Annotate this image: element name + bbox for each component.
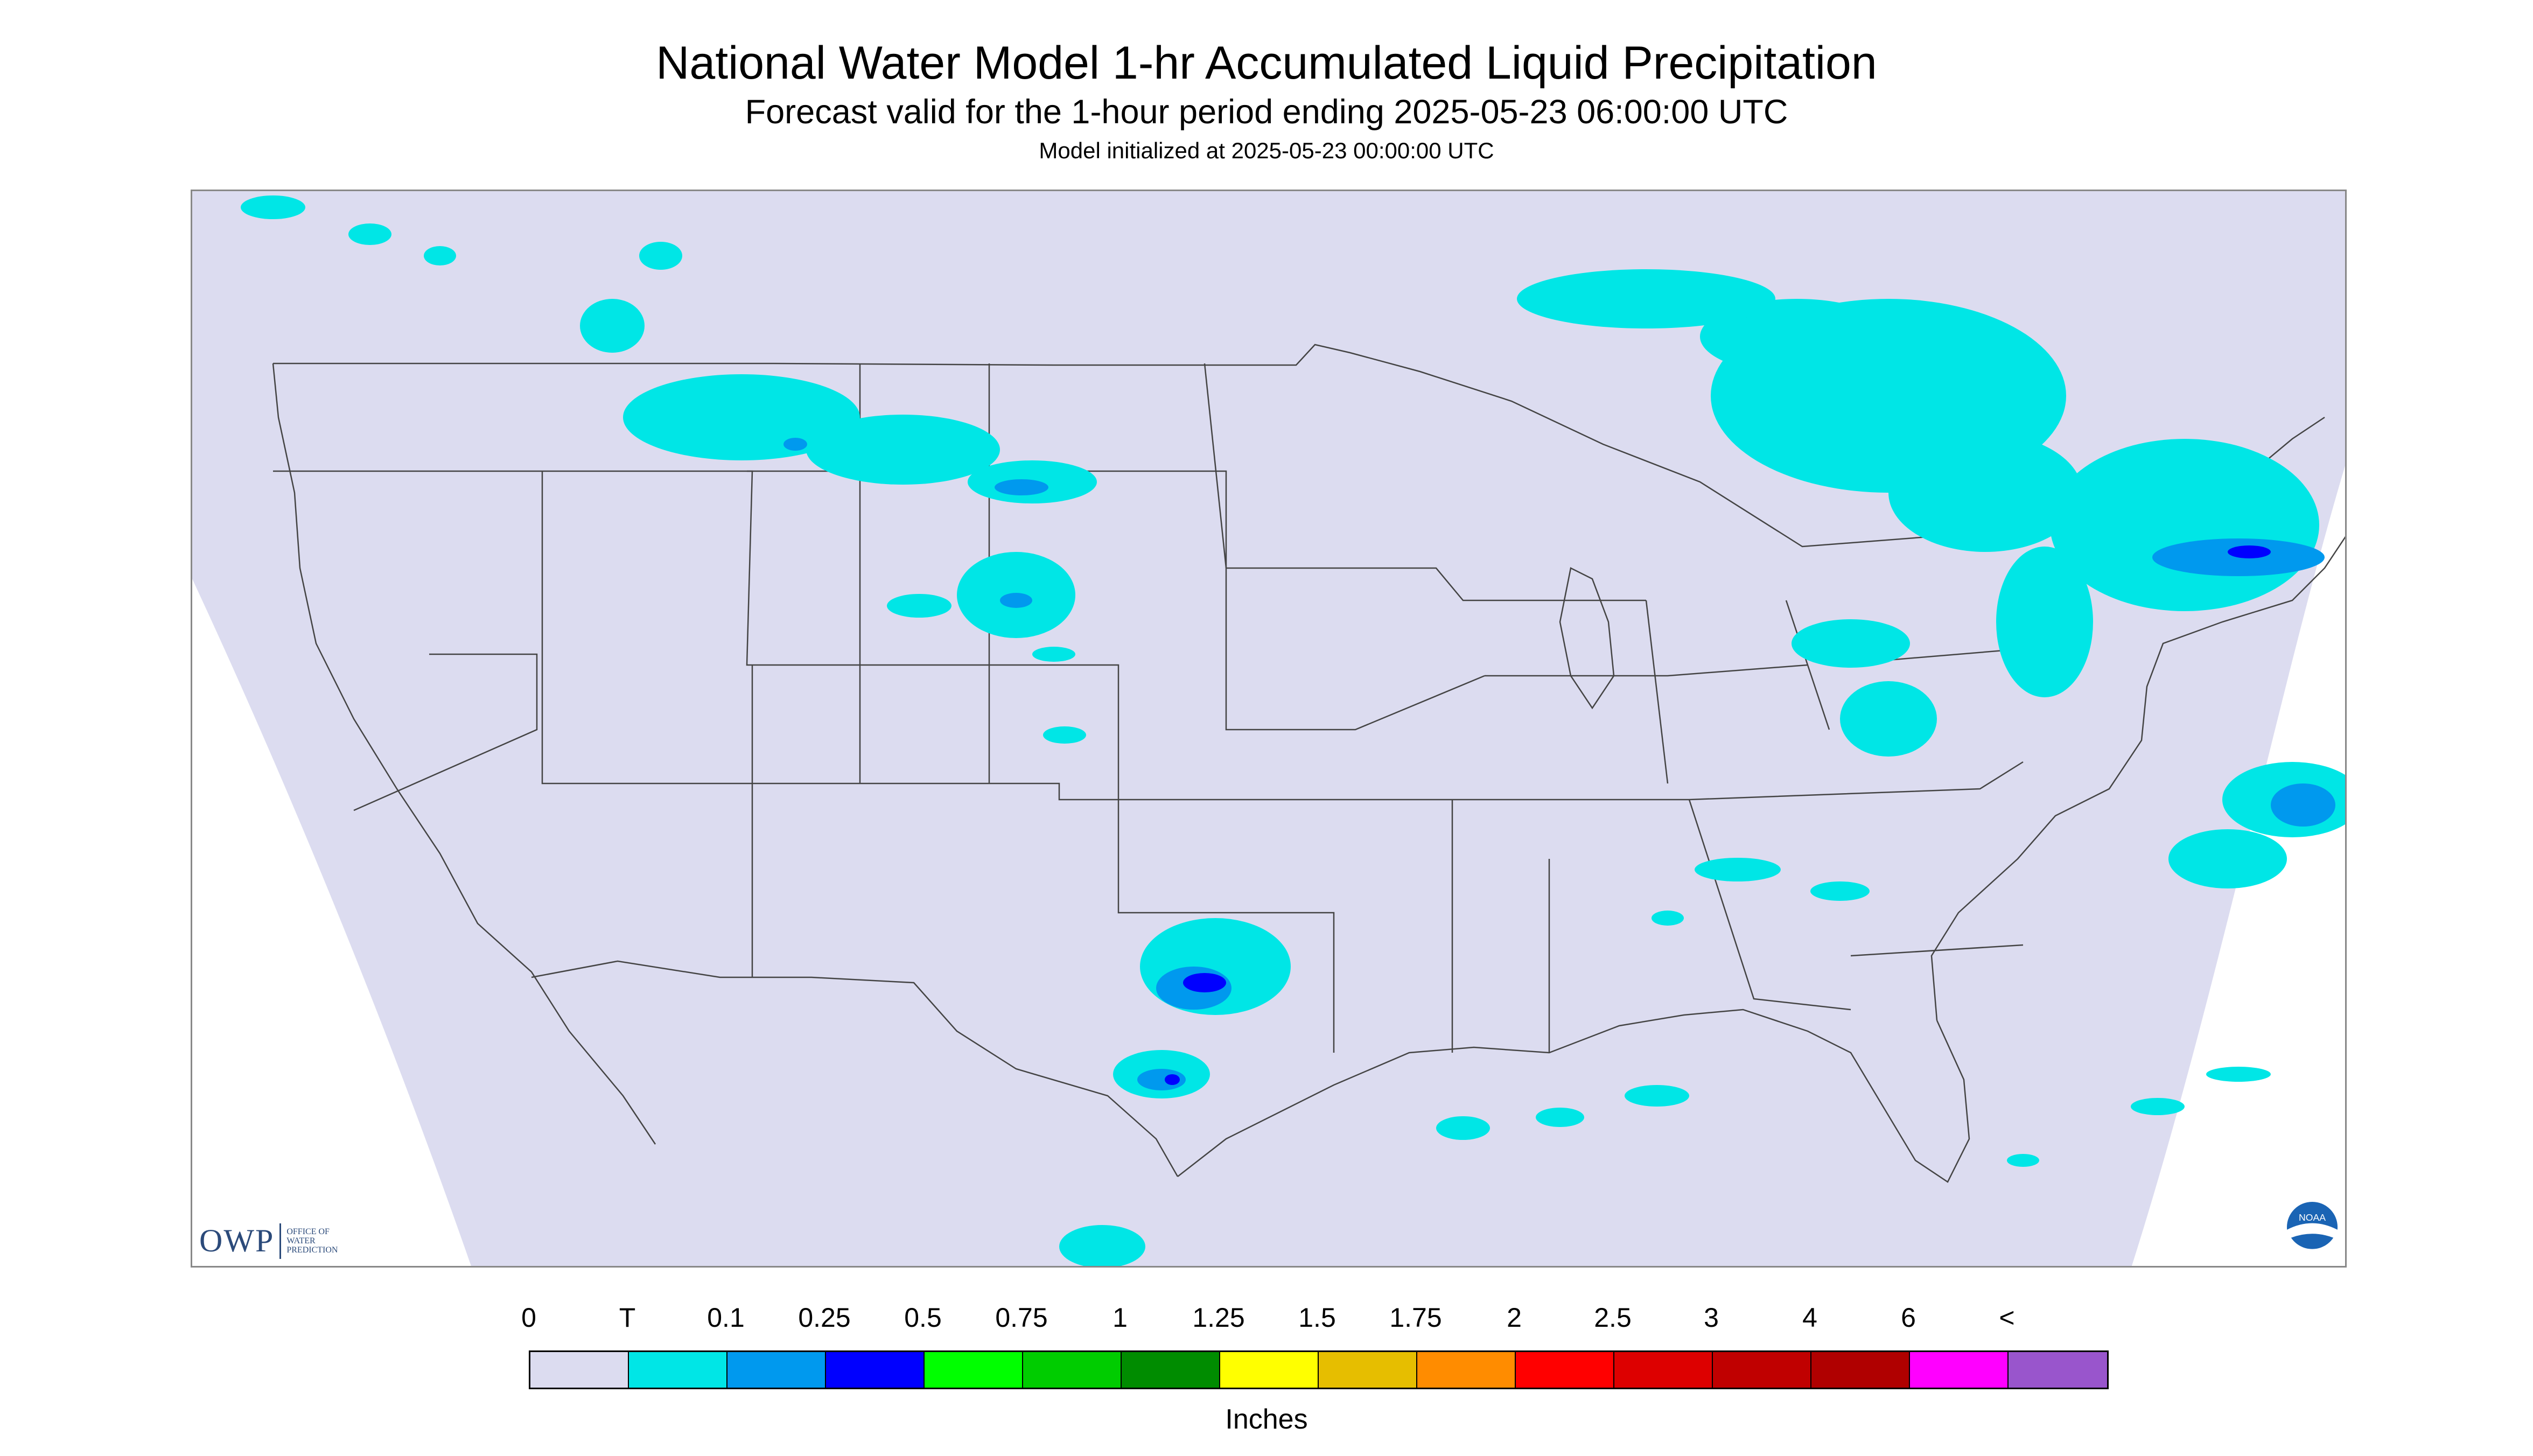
noaa-text: NOAA <box>2299 1212 2326 1223</box>
legend-label: T <box>619 1303 636 1333</box>
legend-swatch <box>1220 1352 1319 1388</box>
legend-swatch <box>925 1352 1023 1388</box>
legend-label: 1.25 <box>1192 1303 1245 1333</box>
legend-label: 2 <box>1507 1303 1522 1333</box>
legend-swatch <box>1023 1352 1122 1388</box>
map-canvas <box>192 191 2345 1266</box>
legend-label: 0.5 <box>904 1303 942 1333</box>
legend-label: 3 <box>1704 1303 1719 1333</box>
legend-label: 0.25 <box>798 1303 851 1333</box>
legend-label: 2.5 <box>1594 1303 1632 1333</box>
legend-label: 0.75 <box>995 1303 1048 1333</box>
noaa-logo: NOAA <box>2286 1201 2338 1254</box>
legend-swatch <box>629 1352 727 1388</box>
legend-label: 0.1 <box>707 1303 745 1333</box>
legend-swatch <box>1713 1352 1811 1388</box>
owp-logo: OWP OFFICE OF WATER PREDICTION <box>199 1222 351 1259</box>
legend-colorbar <box>529 1350 2109 1389</box>
legend-swatch <box>1614 1352 1713 1388</box>
legend-label: 1 <box>1112 1303 1128 1333</box>
legend-swatch <box>826 1352 925 1388</box>
owp-divider <box>279 1223 282 1259</box>
legend-swatch <box>1417 1352 1516 1388</box>
legend-swatch <box>1910 1352 2009 1388</box>
legend-swatch <box>1122 1352 1220 1388</box>
legend-label: 0 <box>521 1303 536 1333</box>
legend-swatch <box>727 1352 826 1388</box>
legend-swatch <box>1516 1352 1614 1388</box>
legend-label: 4 <box>1802 1303 1817 1333</box>
legend-units: Inches <box>1225 1404 1308 1435</box>
precipitation-map <box>191 190 2347 1268</box>
owp-subtext: OFFICE OF WATER PREDICTION <box>286 1227 338 1255</box>
precip-trace <box>241 195 2345 1266</box>
map-title: National Water Model 1-hr Accumulated Li… <box>656 37 1877 89</box>
legend-label: 1.75 <box>1389 1303 1442 1333</box>
legend-swatch <box>1811 1352 1910 1388</box>
legend-label: 1.5 <box>1298 1303 1336 1333</box>
map-subtitle: Forecast valid for the 1-hour period end… <box>745 93 1788 131</box>
legend-swatch <box>2009 1352 2107 1388</box>
legend-labels: 0 T 0.1 0.25 0.5 0.75 1 1.25 1.5 1.75 2 2.5 3 4 6 < <box>0 1302 2533 1334</box>
model-init-text: Model initialized at 2025-05-23 00:00:00… <box>1039 138 1494 163</box>
legend-label: 6 <box>1901 1303 1916 1333</box>
precip-heavy <box>1165 545 2271 1085</box>
legend-swatch <box>530 1352 629 1388</box>
legend-swatch <box>1319 1352 1417 1388</box>
legend-label: < <box>1999 1303 2015 1333</box>
owp-mark: OWP <box>199 1223 275 1258</box>
